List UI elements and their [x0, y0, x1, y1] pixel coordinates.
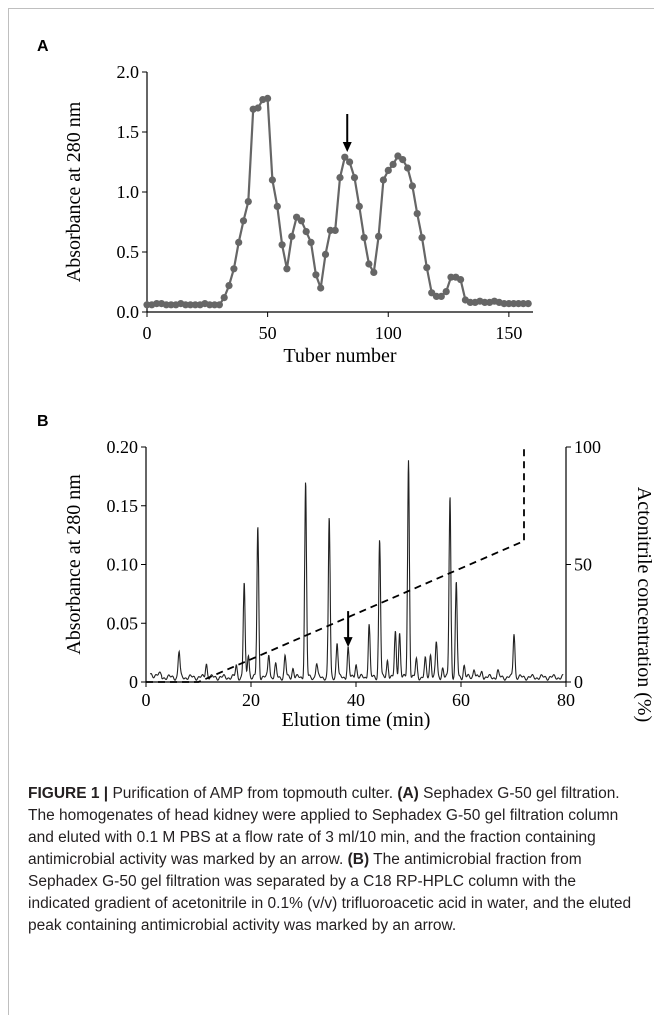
chart-a-data-point — [288, 232, 296, 240]
chart-a-data-point — [307, 238, 315, 246]
chart-a-data-point — [524, 300, 532, 308]
chart-a-data-point — [321, 250, 330, 258]
chart-a-data-point — [239, 217, 248, 225]
panel-b-letter: B — [37, 413, 49, 430]
chart-a-data-point — [254, 104, 262, 112]
caption-a-label: (A) — [397, 785, 419, 802]
chart-b-arrow-head — [343, 637, 353, 648]
chart-a-data-point — [297, 217, 305, 225]
chart-a-data-point — [418, 234, 426, 242]
chart-b-x-tick-label: 80 — [557, 690, 575, 710]
chart-a-data-point — [278, 241, 286, 249]
chart-b-y-tick-label: 0.15 — [107, 496, 139, 516]
chart-b-y2-axis-label: Actonitrile concentration (%) — [633, 487, 654, 722]
chart-a-data-point — [302, 228, 310, 236]
chart-a-data-point — [360, 234, 368, 242]
chart-a-data-point — [264, 94, 272, 102]
chart-a-y-tick-label: 1.5 — [117, 122, 140, 142]
chart-b-x-tick-label: 20 — [242, 690, 260, 710]
chart-a-data-point — [225, 282, 233, 290]
chart-a-x-tick-label: 0 — [143, 323, 152, 343]
chart-a: 0.0 0.5 1.0 1.5 2.0 0 50 100 150 Tuber number Abso… — [63, 62, 533, 367]
chart-a-data-point — [336, 174, 344, 182]
chart-a-data-point — [389, 160, 397, 168]
figure-caption: FIGURE 1 | Purification of AMP from topm… — [28, 783, 640, 937]
chart-b-x-tick-label: 0 — [142, 690, 151, 710]
chart-a-y-tick-label: 1.0 — [117, 182, 140, 202]
chart-a-data-point — [375, 232, 383, 240]
chart-a-data-point — [215, 301, 223, 309]
chart-b: 0 0.05 0.10 0.15 0.20 0 50 100 0 20 40 60 80 Elution … — [63, 437, 654, 731]
chart-a-data-point — [442, 288, 450, 296]
chart-a-x-tick-label: 50 — [259, 323, 277, 343]
chart-a-data-point — [235, 238, 243, 246]
chart-b-y-tick-label: 0.10 — [107, 555, 139, 575]
chart-a-data-point — [346, 158, 354, 166]
chart-a-data-point — [384, 166, 392, 174]
chart-a-x-tick-label: 100 — [375, 323, 402, 343]
chart-a-y-tick-label: 0.5 — [117, 242, 140, 262]
chart-a-data-point — [268, 176, 276, 184]
caption-figure-label: FIGURE 1 | — [28, 785, 109, 802]
chart-a-x-tick-label: 150 — [495, 323, 522, 343]
chart-a-y-tick-label: 2.0 — [117, 62, 140, 82]
chart-b-y2-tick-label: 0 — [574, 672, 583, 692]
chart-a-data-point — [408, 182, 416, 190]
figure-frame — [8, 8, 654, 1015]
caption-title: Purification of AMP from topmouth culter… — [108, 785, 398, 802]
chart-a-data-point — [423, 264, 431, 272]
chart-a-y-tick-label: 0.0 — [117, 302, 140, 322]
chart-a-data-point — [399, 156, 407, 164]
chart-a-arrow-head — [342, 142, 352, 152]
chart-a-series-line — [147, 97, 529, 306]
chart-b-x-axis-label: Elution time (min) — [282, 709, 431, 731]
chart-b-y-axis-label: Absorbance at 280 nm — [63, 474, 85, 655]
chart-b-y2-tick-label: 50 — [574, 555, 592, 575]
chart-a-data-point — [379, 176, 387, 184]
chart-b-y-tick-label: 0.20 — [107, 437, 139, 457]
chart-a-data-point — [350, 174, 359, 182]
chart-a-data-point — [413, 210, 421, 218]
chart-a-data-point — [244, 198, 252, 206]
chart-a-data-point — [404, 164, 412, 172]
chart-a-data-point — [370, 268, 378, 276]
chart-a-data-point — [365, 260, 373, 268]
chart-b-y-tick-label: 0.05 — [107, 613, 139, 633]
chart-a-data-point — [312, 271, 320, 279]
chart-a-data-point — [437, 292, 445, 300]
chart-a-data-point — [355, 202, 363, 210]
chart-a-data-point — [283, 265, 291, 273]
caption-b-label: (B) — [347, 851, 370, 868]
chart-a-data-point — [341, 153, 349, 161]
chart-b-gradient-line — [146, 447, 525, 683]
chart-b-chromatogram-line — [149, 460, 564, 681]
chart-b-x-tick-label: 40 — [347, 690, 365, 710]
caption-b-text: The antimicrobial fraction from Sephadex… — [28, 851, 632, 934]
chart-b-y-tick-label: 0 — [129, 672, 138, 692]
chart-a-data-point — [273, 202, 281, 210]
chart-a-data-point — [317, 284, 325, 292]
chart-a-data-point — [220, 294, 228, 302]
chart-a-x-axis-label: Tuber number — [283, 345, 396, 367]
chart-b-y2-tick-label: 100 — [574, 437, 601, 457]
chart-a-data-point — [457, 276, 465, 284]
caption-a-text: Sephadex G-50 gel filtration. The homoge… — [28, 785, 620, 868]
chart-b-x-tick-label: 60 — [452, 690, 470, 710]
chart-a-data-point — [331, 226, 339, 234]
panel-a-letter: A — [37, 38, 49, 55]
chart-a-data-point — [230, 265, 238, 273]
chart-a-y-axis-label: Absorbance at 280 nm — [63, 101, 85, 282]
figure-canvas: A 0.0 0.5 1.0 1.5 2.0 0 50 100 150 Tuber number Ab… — [37, 38, 654, 731]
